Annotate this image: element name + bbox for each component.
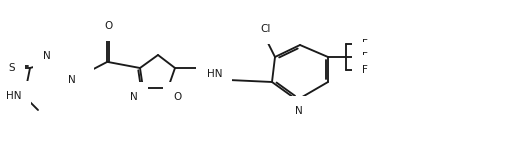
Text: S: S [9, 63, 15, 73]
Text: F: F [362, 39, 368, 49]
Text: H: H [54, 52, 61, 61]
Text: HN: HN [207, 69, 222, 79]
Text: N: N [43, 51, 51, 61]
Text: O: O [104, 21, 112, 31]
Text: HN: HN [6, 91, 21, 101]
Text: N: N [295, 106, 303, 116]
Text: Cl: Cl [261, 24, 271, 34]
Text: N: N [68, 75, 76, 85]
Text: N: N [130, 92, 138, 102]
Text: O: O [173, 92, 181, 102]
Text: F: F [362, 52, 368, 62]
Text: F: F [362, 65, 368, 75]
Text: H: H [79, 75, 85, 84]
